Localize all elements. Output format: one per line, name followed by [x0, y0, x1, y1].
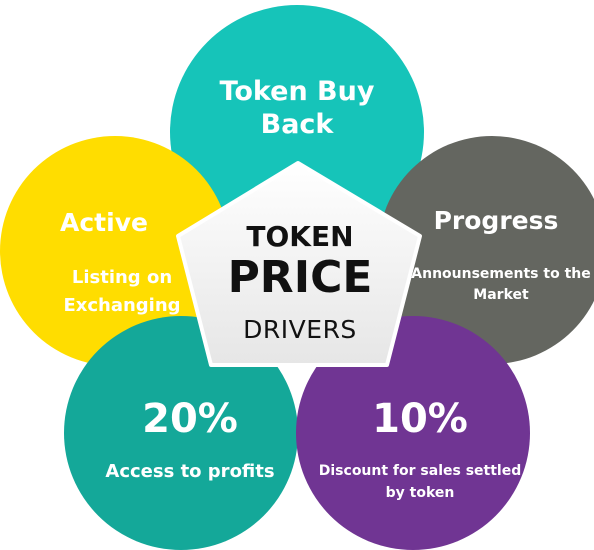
access-percent-heading: 20%: [142, 396, 238, 442]
center-title-drivers: DRIVERS: [243, 315, 357, 344]
progress-subtext: Announsements to the Market: [411, 266, 591, 303]
active-subtext: Listing on Exchanging: [63, 267, 181, 316]
discount-subtext: Discount for sales settled by token: [318, 463, 522, 502]
access-subtext: Access to profits: [105, 461, 275, 482]
center-title-token: TOKEN: [246, 220, 354, 253]
discount-percent-heading: 10%: [372, 396, 468, 442]
center-title-price: PRICE: [227, 252, 373, 303]
token-buy-back-heading: Token Buy Back: [219, 76, 375, 140]
progress-heading: Progress: [433, 206, 559, 235]
active-heading: Active: [60, 208, 148, 237]
